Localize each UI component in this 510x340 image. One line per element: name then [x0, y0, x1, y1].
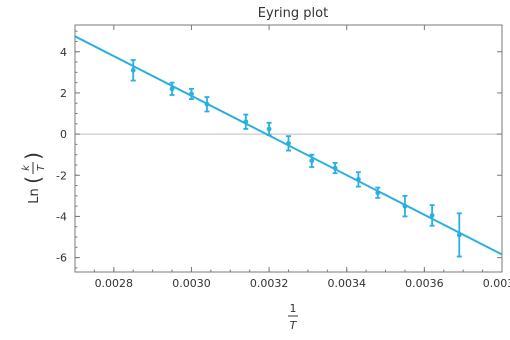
- data-point: [309, 158, 315, 164]
- data-point: [130, 67, 136, 73]
- x-tick-label: 0.0038: [483, 277, 510, 290]
- data-point: [243, 119, 249, 125]
- x-axis-label-numerator: 1: [290, 302, 297, 315]
- x-axis-label: 1 T: [288, 302, 298, 332]
- y-axis-label-denominator: T: [36, 164, 47, 171]
- x-tick-label: 0.0036: [405, 277, 444, 290]
- y-axis-label: Ln ( k T ): [21, 152, 47, 204]
- x-tick-label: 0.0034: [327, 277, 366, 290]
- y-axis-label-prefix: Ln: [27, 188, 42, 203]
- data-point: [169, 86, 175, 92]
- plot-area: 0.0028 0.0030 0.0032 0.0034 0.0036 0.0038 -6 -4…: [56, 24, 510, 290]
- data-point: [204, 101, 210, 107]
- data-point: [332, 165, 338, 171]
- y-tick-label: -6: [56, 252, 67, 265]
- data-point: [355, 176, 361, 182]
- y-tick-label: 4: [60, 46, 67, 59]
- y-tick-label: -4: [56, 210, 67, 223]
- data-point: [189, 91, 194, 97]
- x-tick-label: 0.0028: [95, 277, 134, 290]
- y-tick-label: 2: [60, 87, 67, 100]
- y-axis-label-paren-close: ): [21, 152, 45, 160]
- y-tick-label: 0: [60, 128, 67, 141]
- x-tick-label: 0.0032: [250, 277, 289, 290]
- y-tick-label: -2: [56, 169, 67, 182]
- data-point: [456, 232, 462, 238]
- chart-title: Eyring plot: [258, 6, 328, 21]
- x-axis-label-denominator: T: [290, 319, 298, 332]
- data-point: [402, 203, 408, 209]
- data-point: [429, 212, 435, 218]
- y-axis-label-numerator: k: [21, 164, 32, 171]
- x-tick-label: 0.0030: [172, 277, 211, 290]
- data-point: [375, 190, 381, 196]
- y-axis-label-paren-open: (: [21, 176, 45, 184]
- data-point: [266, 126, 272, 132]
- data-point: [286, 140, 291, 146]
